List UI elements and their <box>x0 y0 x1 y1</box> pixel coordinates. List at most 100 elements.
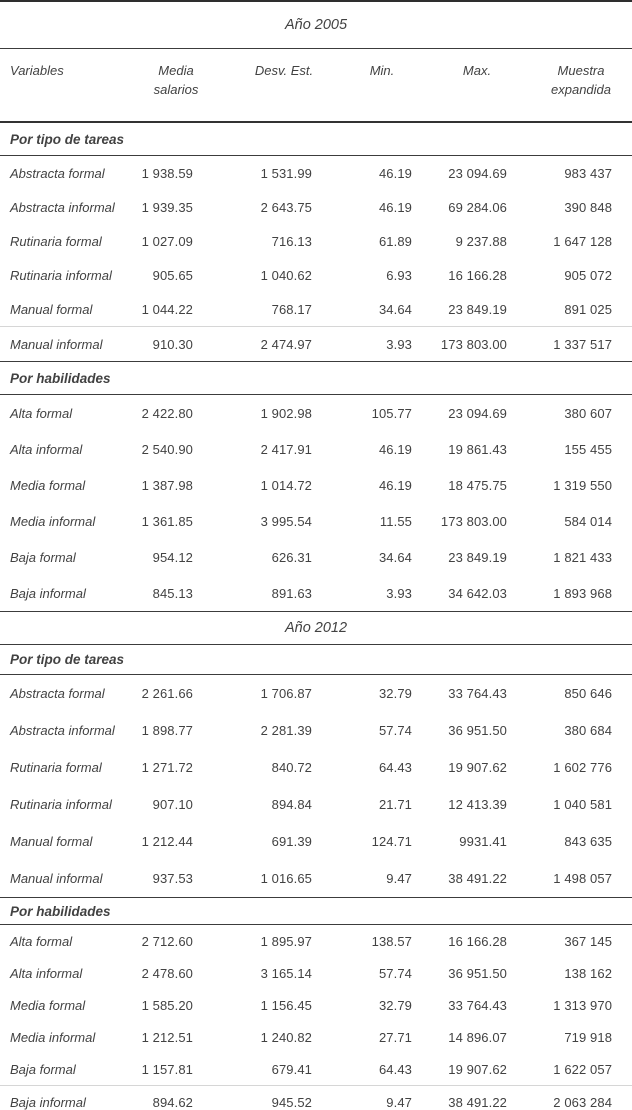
table-row: Baja informal 894.62 945.52 9.47 38 491.… <box>0 1085 632 1110</box>
cell-desv-est: 679.41 <box>271 1061 312 1077</box>
table-row: Baja formal 954.12 626.31 34.64 23 849.1… <box>0 539 632 575</box>
cell-min: 34.64 <box>378 549 412 565</box>
cell-min: 3.93 <box>322 326 427 362</box>
cell-min: 11.55 <box>379 513 412 529</box>
cell-desv-est: 2 474.97 <box>203 326 322 362</box>
cell-min: 61.89 <box>378 233 412 249</box>
cell-media-salarios: 2 261.66 <box>141 686 193 701</box>
cell-muestra-expandida: 1 319 550 <box>553 477 613 493</box>
cell-media-salarios: 1 938.59 <box>141 165 193 181</box>
cell-media-salarios: 1 027.09 <box>141 233 193 249</box>
cell-desv-est: 716.13 <box>271 233 312 249</box>
table-row: Baja formal 1 157.81 679.41 64.43 19 907… <box>0 1053 632 1086</box>
cell-max: 9931.41 <box>459 834 507 849</box>
cell-desv-est: 840.72 <box>271 760 312 775</box>
cell-min: 6.93 <box>386 267 412 283</box>
cell-media-salarios: 2 540.90 <box>141 441 193 457</box>
table-row: Manual informal 910.30 2 474.97 3.93 173… <box>0 326 632 362</box>
cell-min: 27.71 <box>378 1029 412 1045</box>
table-row: Alta formal 2 422.80 1 902.98 105.77 23 … <box>0 395 632 432</box>
year-title-row: Año 2005 <box>0 1 632 49</box>
cell-max: 23 094.69 <box>448 165 507 181</box>
cell-muestra-expandida: 367 145 <box>564 933 613 949</box>
cell-max: 38 491.22 <box>448 871 507 886</box>
cell-muestra-expandida: 1 821 433 <box>553 549 613 565</box>
cell-min: 32.79 <box>378 997 412 1013</box>
cell-max: 18 475.75 <box>448 477 507 493</box>
table-row: Media formal 1 585.20 1 156.45 32.79 33 … <box>0 989 632 1021</box>
table-row: Rutinaria informal 905.65 1 040.62 6.93 … <box>0 258 632 292</box>
cell-media-salarios: 905.65 <box>152 267 193 283</box>
cell-min: 46.19 <box>378 165 412 181</box>
row-label: Manual formal <box>10 834 93 849</box>
row-label: Rutinaria formal <box>10 760 102 775</box>
col-header-muestra-expandida: Muestra expandida <box>517 48 632 123</box>
cell-muestra-expandida: 1 040 581 <box>553 797 613 812</box>
cell-muestra-expandida: 843 635 <box>564 834 613 849</box>
row-label: Alta informal <box>10 965 83 981</box>
cell-muestra-expandida: 155 455 <box>564 441 613 457</box>
cell-muestra-expandida: 1 337 517 <box>517 326 632 362</box>
row-label: Abstracta informal <box>10 199 115 215</box>
table-row: Abstracta formal 2 261.66 1 706.87 32.79… <box>0 675 632 713</box>
cell-desv-est: 1 040.62 <box>260 267 312 283</box>
cell-min: 34.64 <box>378 301 412 317</box>
cell-media-salarios: 910.30 <box>115 326 203 362</box>
table-row: Rutinaria formal 1 027.09 716.13 61.89 9… <box>0 224 632 258</box>
cell-max: 34 642.03 <box>448 585 507 601</box>
row-label: Baja informal <box>0 1085 115 1110</box>
table-row: Rutinaria informal 907.10 894.84 21.71 1… <box>0 786 632 823</box>
cell-media-salarios: 894.62 <box>115 1085 203 1110</box>
row-label: Manual formal <box>10 301 93 317</box>
cell-max: 36 951.50 <box>448 965 507 981</box>
cell-media-salarios: 1 271.72 <box>141 760 193 775</box>
cell-max: 19 907.62 <box>448 1061 507 1077</box>
column-header-row: Variables Media salarios Desv. Est. Min.… <box>0 48 632 123</box>
cell-desv-est: 1 895.97 <box>260 933 312 949</box>
cell-desv-est: 1 902.98 <box>260 405 312 421</box>
cell-desv-est: 1 531.99 <box>260 165 312 181</box>
cell-media-salarios: 1 898.77 <box>141 723 193 738</box>
cell-max: 38 491.22 <box>427 1085 517 1110</box>
col-header-max: Max. <box>427 48 517 123</box>
cell-max: 23 094.69 <box>448 405 507 421</box>
table-row: Media formal 1 387.98 1 014.72 46.19 18 … <box>0 467 632 503</box>
cell-min: 21.71 <box>378 797 412 812</box>
cell-desv-est: 891.63 <box>271 585 312 601</box>
table-row: Baja informal 845.13 891.63 3.93 34 642.… <box>0 575 632 612</box>
cell-max: 173 803.00 <box>427 326 517 362</box>
section-header-row: Por tipo de tareas <box>0 121 632 156</box>
table-row: Media informal 1 212.51 1 240.82 27.71 1… <box>0 1021 632 1053</box>
col-header-desv-est: Desv. Est. <box>203 48 322 123</box>
cell-media-salarios: 1 157.81 <box>141 1061 193 1077</box>
cell-media-salarios: 937.53 <box>152 871 193 886</box>
cell-desv-est: 626.31 <box>271 549 312 565</box>
cell-media-salarios: 845.13 <box>152 585 193 601</box>
cell-max: 9 237.88 <box>455 233 507 249</box>
section-header-label: Por tipo de tareas <box>0 121 632 156</box>
cell-max: 14 896.07 <box>448 1029 507 1045</box>
cell-max: 19 907.62 <box>448 760 507 775</box>
cell-media-salarios: 1 212.44 <box>141 834 193 849</box>
cell-min: 124.71 <box>371 834 412 849</box>
col-header-media-salarios: Media salarios <box>115 48 203 123</box>
cell-max: 33 764.43 <box>448 997 507 1013</box>
cell-min: 9.47 <box>386 871 412 886</box>
cell-desv-est: 1 156.45 <box>260 997 312 1013</box>
cell-desv-est: 3 165.14 <box>260 965 312 981</box>
row-label: Alta formal <box>10 405 73 421</box>
cell-desv-est: 1 240.82 <box>260 1029 312 1045</box>
cell-min: 46.19 <box>378 199 412 215</box>
cell-desv-est: 894.84 <box>271 797 312 812</box>
cell-muestra-expandida: 584 014 <box>564 513 613 529</box>
cell-desv-est: 2 643.75 <box>260 199 312 215</box>
cell-muestra-expandida: 905 072 <box>564 267 613 283</box>
cell-max: 23 849.19 <box>448 301 507 317</box>
table-row: Alta informal 2 540.90 2 417.91 46.19 19… <box>0 431 632 467</box>
cell-desv-est: 691.39 <box>271 834 312 849</box>
cell-muestra-expandida: 983 437 <box>564 165 613 181</box>
cell-min: 105.77 <box>371 405 412 421</box>
section-header-row: Por habilidades <box>0 361 632 395</box>
